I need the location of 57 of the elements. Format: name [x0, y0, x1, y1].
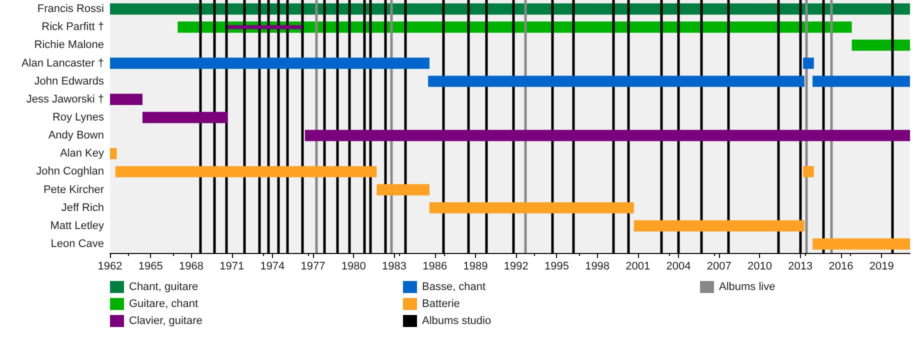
legend-label: Albums studio: [422, 315, 492, 327]
x-tick-label: 1968: [178, 260, 204, 272]
legend-label: Clavier, guitare: [129, 315, 202, 327]
x-tick-label: 2004: [666, 260, 691, 272]
bar: [115, 166, 377, 178]
bar: [852, 40, 910, 51]
bar: [110, 94, 142, 105]
bar: [803, 58, 814, 69]
y-tick-label: Andy Bown: [48, 130, 104, 142]
x-tick-label: 1986: [422, 260, 448, 272]
x-tick-label: 1971: [220, 260, 244, 272]
x-tick-label: 1995: [544, 260, 569, 272]
bar: [803, 166, 814, 178]
legend-label: Albums live: [719, 281, 776, 293]
y-tick-label: John Edwards: [34, 75, 104, 88]
y-tick-label: Leon Cave: [50, 238, 104, 250]
y-tick-label: Alan Lancaster †: [21, 57, 104, 70]
legend-label: Basse, chant: [422, 281, 486, 293]
x-tick-label: 2013: [788, 260, 813, 272]
bar: [428, 76, 804, 87]
x-tick-label: 2001: [626, 260, 650, 272]
y-tick-label: Matt Letley: [50, 220, 104, 232]
x-tick-label: 2019: [869, 260, 894, 272]
x-tick-label: 1989: [463, 260, 488, 272]
y-tick-label: Rick Parfitt †: [42, 21, 104, 34]
x-tick-label: 1962: [98, 260, 122, 272]
bar: [142, 112, 228, 124]
bar: [228, 25, 302, 30]
x-tick-label: 1974: [260, 260, 285, 272]
y-tick-label: Alan Key: [60, 148, 104, 160]
y-tick-label: Jess Jaworski †: [26, 93, 104, 106]
bar: [376, 184, 430, 196]
bar: [110, 148, 117, 160]
y-tick-label: John Coghlan: [36, 166, 104, 178]
bar: [429, 202, 634, 214]
x-tick-label: 1992: [504, 260, 528, 272]
y-tick-label: Roy Lynes: [52, 111, 104, 124]
x-tick-label: 1998: [585, 260, 610, 272]
x-tick-label: 1965: [138, 260, 163, 272]
bar: [812, 76, 910, 87]
x-tick-label: 1980: [341, 260, 366, 272]
bar: [812, 238, 910, 250]
y-tick-label: Jeff Rich: [61, 202, 104, 214]
x-tick-label: 1983: [382, 260, 407, 272]
x-tick-label: 1977: [300, 260, 326, 272]
legend-label: Guitare, chant: [129, 298, 198, 310]
x-tick-label: 2016: [828, 260, 854, 272]
y-tick-label: Francis Rossi: [37, 3, 104, 16]
legend-label: Chant, guitare: [129, 281, 198, 293]
x-tick-label: 2010: [748, 260, 772, 272]
y-tick-label: Pete Kircher: [43, 184, 104, 196]
x-tick-label: 2007: [706, 260, 732, 272]
legend-label: Batterie: [422, 298, 460, 310]
bar: [634, 220, 804, 232]
bar: [304, 130, 910, 142]
bar: [110, 58, 430, 69]
y-tick-label: Richie Malone: [34, 39, 104, 52]
